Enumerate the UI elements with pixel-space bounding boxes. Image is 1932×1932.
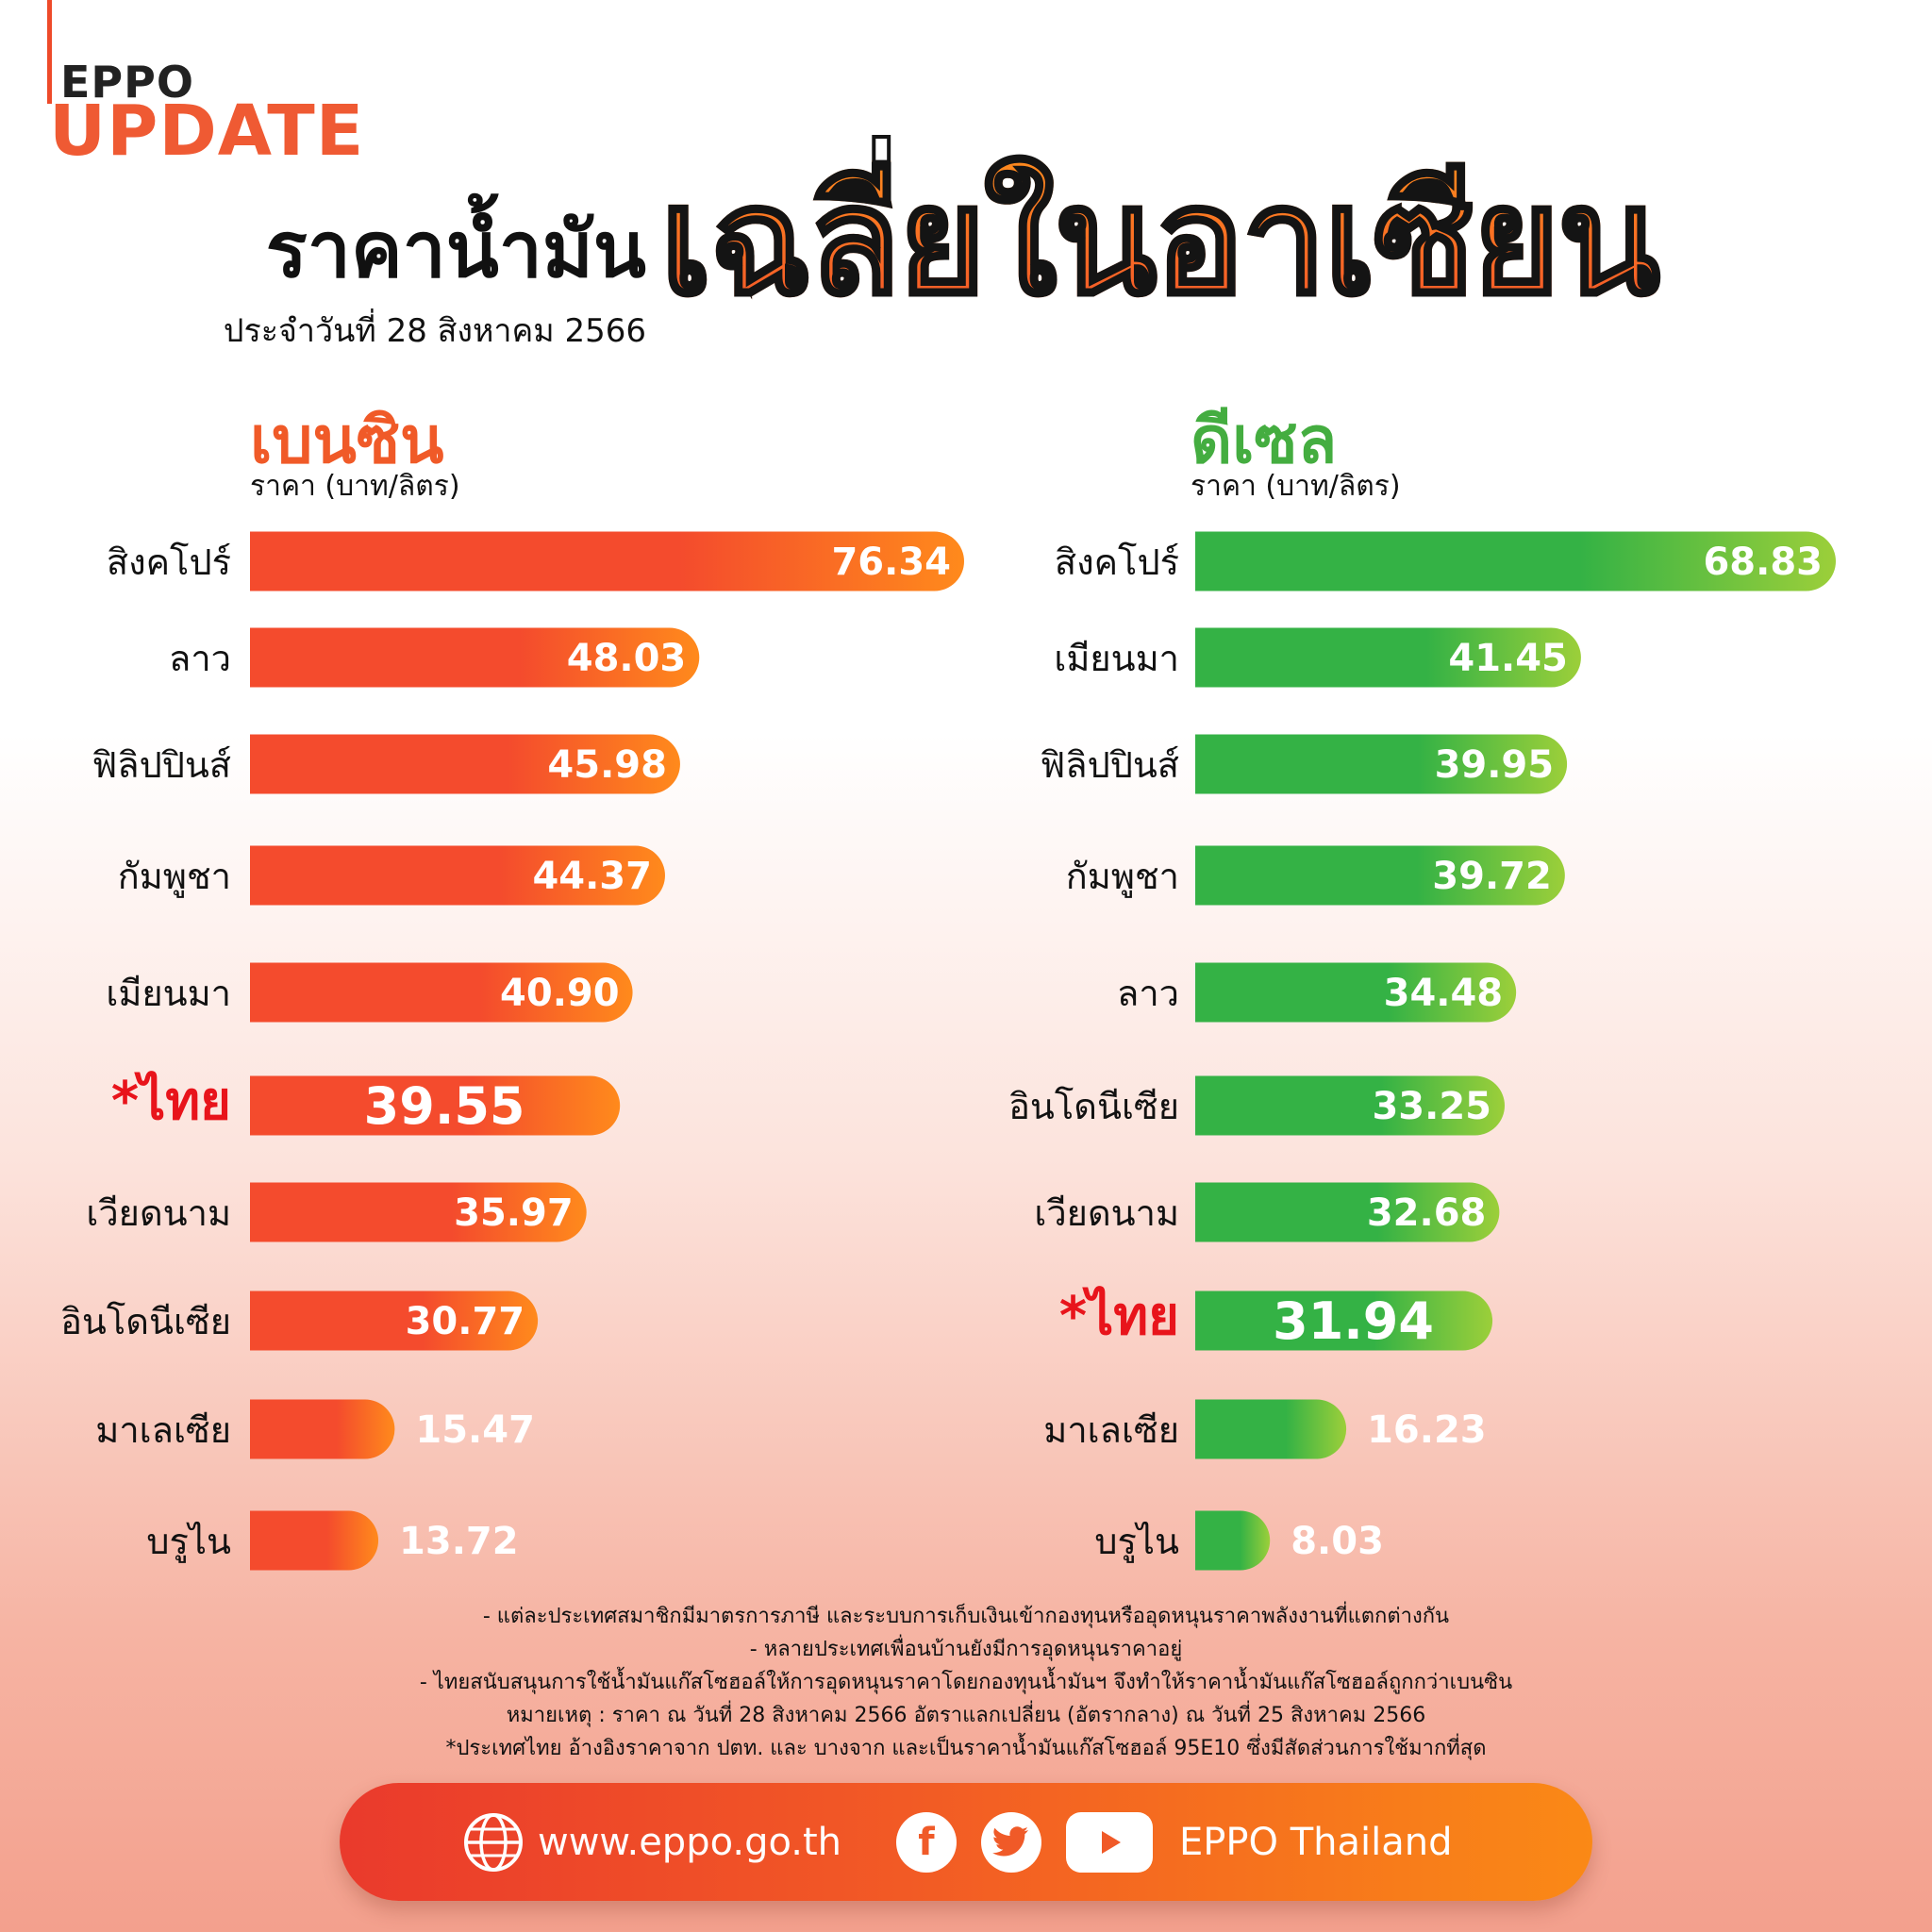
bar [1195, 734, 1568, 794]
category-label: ลาว [169, 638, 231, 679]
bar [1195, 531, 1837, 591]
footnotes: - แต่ละประเทศสมาชิกมีมาตรการภาษี และระบบ… [189, 1600, 1743, 1765]
category-label: ฟิลิปปินส์ [1040, 744, 1179, 786]
bar [1195, 627, 1581, 688]
value-label: 44.37 [532, 855, 652, 898]
category-label: บรูไน [1094, 1521, 1179, 1563]
bar [1195, 1075, 1506, 1136]
social-page-name[interactable]: EPPO Thailand [1179, 1820, 1453, 1864]
bar [1195, 962, 1517, 1023]
category-label: ฟิลิปปินส์ [92, 744, 231, 786]
bar [250, 1510, 379, 1571]
website-link[interactable]: www.eppo.go.th [538, 1820, 841, 1864]
price-bar-charts: สิงคโปร์ 76.34 ลาว 48.03 ฟิลิปปินส์ 45.98 กัมพ… [60, 531, 1837, 1571]
value-label: 48.03 [567, 637, 687, 680]
logo-eppo: EPPO [60, 57, 194, 108]
value-label: 68.83 [1703, 541, 1823, 584]
category-label: อินโดนีเซีย [60, 1301, 231, 1342]
bar [1195, 1399, 1347, 1459]
page-title: ราคาน้ำมัน [265, 206, 646, 295]
footnote: - ไทยสนับสนุนการใช้น้ำมันแก๊สโซฮอล์ให้กา… [419, 1671, 1513, 1694]
value-label: 15.47 [415, 1408, 535, 1452]
logo-accent-bar [47, 0, 52, 104]
category-label: *ไทย [111, 1070, 231, 1132]
value-label: 33.25 [1372, 1085, 1491, 1128]
category-label: กัมพูชา [1066, 856, 1179, 898]
category-label: กัมพูชา [118, 856, 231, 898]
value-label: 39.72 [1432, 855, 1552, 898]
facebook-icon[interactable]: f [896, 1783, 957, 1901]
bar [250, 845, 665, 906]
value-label: 45.98 [547, 743, 667, 787]
value-label: 35.97 [454, 1191, 574, 1235]
footnote: - แต่ละประเทศสมาชิกมีมาตรการภาษี และระบบ… [482, 1605, 1450, 1628]
value-label: 39.95 [1435, 743, 1555, 787]
bar [250, 1075, 621, 1136]
footnote: หมายเหตุ : ราคา ณ วันที่ 28 สิงหาคม 2566… [506, 1704, 1426, 1727]
diesel-unit-label: ราคา (บาท/ลิตร) [1191, 470, 1401, 503]
bar [1195, 845, 1565, 906]
value-label: 76.34 [831, 541, 951, 584]
logo-update: UPDATE [49, 91, 365, 172]
value-label: 41.45 [1448, 637, 1568, 680]
category-label: มาเลเซีย [95, 1409, 231, 1451]
footnote: *ประเทศไทย อ้างอิงราคาจาก ปตท. และ บางจา… [445, 1737, 1487, 1760]
category-label: เมียนมา [106, 973, 231, 1014]
page-date: ประจำวันที่ 28 สิงหาคม 2566 [223, 312, 646, 350]
title-block: ราคาน้ำมัน ประจำวันที่ 28 สิงหาคม 2566 [222, 212, 646, 356]
youtube-icon[interactable] [1066, 1783, 1153, 1901]
value-label: 16.23 [1367, 1408, 1487, 1452]
footnote: - หลายประเทศเพื่อนบ้านยังมีการอุดหนุนราค… [749, 1638, 1183, 1661]
bar [250, 531, 965, 591]
value-label: 8.03 [1291, 1520, 1384, 1563]
twitter-icon[interactable] [981, 1783, 1041, 1901]
globe-icon [462, 1783, 525, 1901]
value-label: 34.48 [1384, 972, 1504, 1015]
bar [250, 1291, 539, 1351]
bar [250, 627, 700, 688]
petrol-unit-label: ราคา (บาท/ลิตร) [250, 470, 460, 503]
value-label: 39.55 [364, 1076, 525, 1136]
value-label: 32.68 [1367, 1191, 1487, 1235]
bar [1195, 1510, 1271, 1571]
bar [1195, 1291, 1493, 1351]
bar [250, 1182, 587, 1242]
category-label: สิงคโปร์ [1055, 541, 1179, 583]
category-label: เวียดนาม [1034, 1192, 1179, 1234]
category-label: มาเลเซีย [1043, 1409, 1179, 1451]
value-label: 30.77 [406, 1300, 525, 1343]
category-label: สิงคโปร์ [107, 541, 231, 583]
category-label: *ไทย [1059, 1285, 1179, 1347]
bar [250, 1399, 395, 1459]
category-label: ลาว [1117, 973, 1179, 1014]
petrol-section-title: เบนซิน [250, 404, 444, 478]
value-label: 13.72 [399, 1520, 519, 1563]
category-label: บรูไน [146, 1521, 231, 1563]
diesel-section-title: ดีเซล [1191, 404, 1338, 478]
bar [250, 734, 680, 794]
bar [1195, 1182, 1500, 1242]
footer-bar: www.eppo.go.th f EPPO Thailand [340, 1783, 1592, 1901]
bar [250, 962, 633, 1023]
page-title-highlight: เฉลี่ยในอาเซียน [658, 155, 1662, 328]
value-label: 31.94 [1273, 1291, 1434, 1351]
category-label: เวียดนาม [86, 1192, 231, 1234]
category-label: เมียนมา [1054, 638, 1179, 679]
value-label: 40.90 [500, 972, 620, 1015]
category-label: อินโดนีเซีย [1008, 1086, 1179, 1127]
